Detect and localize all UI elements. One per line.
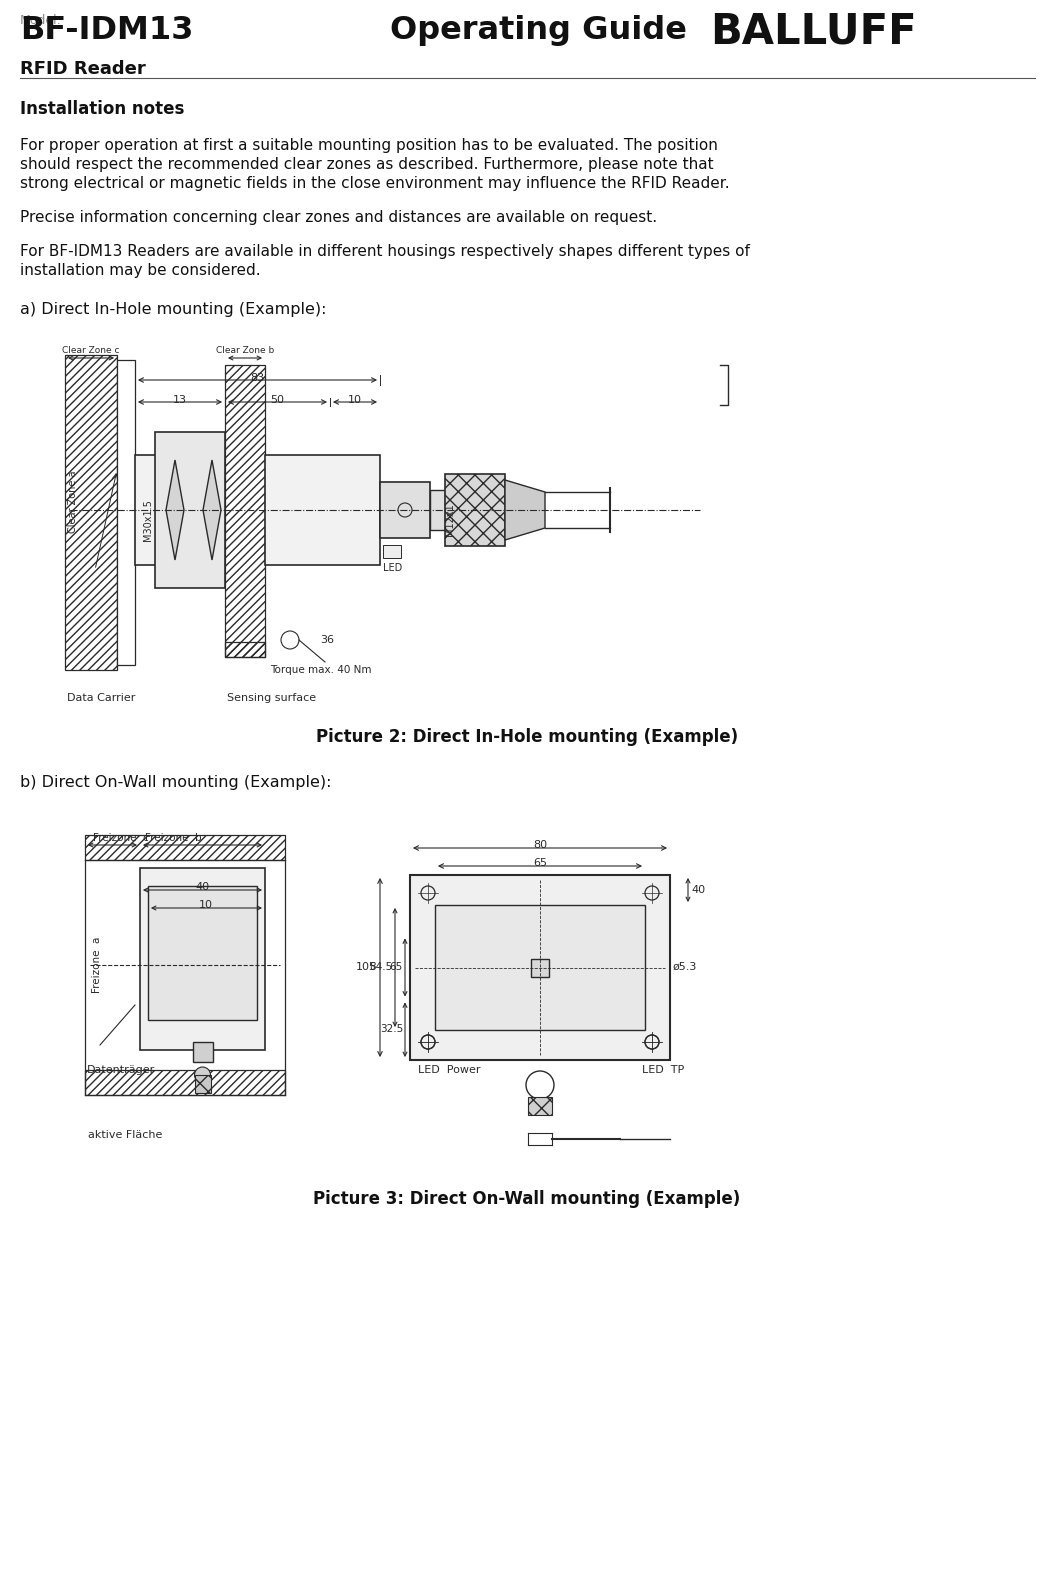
Bar bbox=[430, 489, 445, 531]
Text: Freizone  c: Freizone c bbox=[93, 833, 149, 843]
Bar bbox=[528, 1098, 552, 1115]
Text: LED  TP: LED TP bbox=[642, 1064, 685, 1076]
Bar bbox=[85, 835, 285, 860]
Text: Model:: Model: bbox=[20, 14, 62, 27]
Text: For proper operation at first a suitable mounting position has to be evaluated. : For proper operation at first a suitable… bbox=[20, 138, 717, 154]
Text: 83: 83 bbox=[250, 372, 264, 383]
Bar bbox=[155, 432, 225, 588]
Text: should respect the recommended clear zones as described. Furthermore, please not: should respect the recommended clear zon… bbox=[20, 157, 713, 173]
Bar bbox=[117, 360, 135, 665]
Text: 32.5: 32.5 bbox=[380, 1023, 403, 1034]
Text: b) Direct On-Wall mounting (Example):: b) Direct On-Wall mounting (Example): bbox=[20, 775, 331, 790]
Polygon shape bbox=[203, 459, 220, 561]
Bar bbox=[265, 455, 380, 565]
Text: Operating Guide: Operating Guide bbox=[390, 14, 687, 46]
Text: RFID Reader: RFID Reader bbox=[20, 60, 146, 78]
Bar bbox=[531, 958, 549, 976]
Bar bbox=[435, 904, 645, 1030]
Text: BF-IDM13: BF-IDM13 bbox=[20, 14, 193, 46]
Text: M30x1.5: M30x1.5 bbox=[143, 499, 153, 542]
Text: Precise information concerning clear zones and distances are available on reques: Precise information concerning clear zon… bbox=[20, 211, 657, 225]
Text: Datenträger: Datenträger bbox=[87, 1064, 155, 1076]
Bar bbox=[65, 355, 117, 670]
Text: For BF-IDM13 Readers are available in different housings respectively shapes dif: For BF-IDM13 Readers are available in di… bbox=[20, 244, 750, 260]
Text: 105: 105 bbox=[356, 961, 377, 973]
Text: Picture 2: Direct In-Hole mounting (Example): Picture 2: Direct In-Hole mounting (Exam… bbox=[315, 729, 738, 746]
Text: Clear Zone a: Clear Zone a bbox=[68, 470, 78, 534]
Text: 50: 50 bbox=[270, 394, 284, 406]
Text: 36: 36 bbox=[320, 635, 334, 645]
Bar bbox=[225, 364, 265, 657]
Bar bbox=[194, 1076, 211, 1093]
Text: Clear Zone b: Clear Zone b bbox=[216, 345, 274, 355]
Text: Installation notes: Installation notes bbox=[20, 100, 185, 117]
Text: Freizone  b: Freizone b bbox=[145, 833, 202, 843]
Bar bbox=[445, 474, 505, 546]
Text: aktive Fläche: aktive Fläche bbox=[88, 1129, 162, 1140]
Polygon shape bbox=[505, 480, 545, 540]
Bar bbox=[135, 455, 225, 565]
Bar bbox=[140, 868, 265, 1050]
Text: strong electrical or magnetic fields in the close environment may influence the : strong electrical or magnetic fields in … bbox=[20, 176, 730, 192]
Bar bbox=[380, 482, 430, 539]
Text: 40: 40 bbox=[195, 882, 209, 892]
Text: 65: 65 bbox=[533, 859, 546, 868]
Text: M12x1: M12x1 bbox=[445, 504, 455, 537]
Text: Clear Zone c: Clear Zone c bbox=[62, 345, 120, 355]
Bar bbox=[148, 885, 257, 1020]
Text: 10: 10 bbox=[348, 394, 362, 406]
Text: LED: LED bbox=[383, 562, 402, 573]
Text: 13: 13 bbox=[173, 394, 187, 406]
Text: installation may be considered.: installation may be considered. bbox=[20, 263, 261, 279]
Circle shape bbox=[194, 1068, 211, 1083]
Bar bbox=[85, 1071, 285, 1095]
Text: LED  Power: LED Power bbox=[418, 1064, 480, 1076]
Text: ø5.3: ø5.3 bbox=[673, 961, 697, 973]
Bar bbox=[383, 545, 401, 558]
Text: Sensing surface: Sensing surface bbox=[227, 694, 316, 703]
Text: 40: 40 bbox=[691, 885, 705, 895]
Text: Data Carrier: Data Carrier bbox=[68, 694, 135, 703]
Bar bbox=[410, 874, 670, 1060]
Text: a) Direct In-Hole mounting (Example):: a) Direct In-Hole mounting (Example): bbox=[20, 303, 326, 317]
Text: Picture 3: Direct On-Wall mounting (Example): Picture 3: Direct On-Wall mounting (Exam… bbox=[313, 1190, 741, 1209]
Text: Torque max. 40 Nm: Torque max. 40 Nm bbox=[270, 665, 371, 675]
Text: BALLUFF: BALLUFF bbox=[710, 10, 917, 52]
Polygon shape bbox=[166, 459, 184, 561]
Text: 84.5: 84.5 bbox=[369, 961, 394, 973]
Text: 80: 80 bbox=[533, 840, 548, 851]
Bar bbox=[192, 1042, 212, 1061]
Text: Freizone  a: Freizone a bbox=[92, 936, 102, 993]
Text: 10: 10 bbox=[199, 900, 213, 909]
Bar bbox=[225, 642, 265, 657]
Text: 65: 65 bbox=[389, 963, 403, 973]
